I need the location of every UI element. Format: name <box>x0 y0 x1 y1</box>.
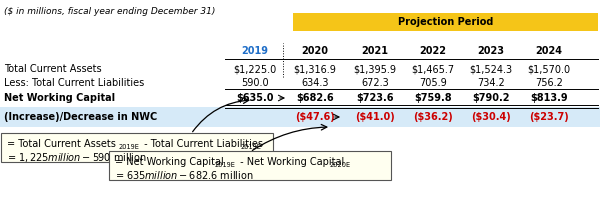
Text: 2019E: 2019E <box>119 144 140 150</box>
Text: 672.3: 672.3 <box>361 78 389 88</box>
Bar <box>293 13 598 31</box>
Text: 705.9: 705.9 <box>419 78 447 88</box>
Text: 634.3: 634.3 <box>301 78 329 88</box>
Text: = Net Working Capital: = Net Working Capital <box>115 157 224 167</box>
Text: Net Working Capital: Net Working Capital <box>4 93 115 103</box>
Text: 2024: 2024 <box>536 46 563 56</box>
Text: 2019: 2019 <box>241 46 269 56</box>
Text: 734.2: 734.2 <box>477 78 505 88</box>
Text: $1,225.0: $1,225.0 <box>233 64 277 74</box>
Text: 2020E: 2020E <box>330 162 351 168</box>
Text: $1,395.9: $1,395.9 <box>353 64 397 74</box>
Text: - Total Current Liabilities: - Total Current Liabilities <box>141 139 263 149</box>
Text: ($41.0): ($41.0) <box>355 112 395 122</box>
Text: 2019E: 2019E <box>241 144 262 150</box>
Text: = Total Current Assets: = Total Current Assets <box>7 139 116 149</box>
Bar <box>0 107 600 127</box>
Text: 2019E: 2019E <box>215 162 236 168</box>
FancyBboxPatch shape <box>1 133 273 162</box>
Text: ($ in millions, fiscal year ending December 31): ($ in millions, fiscal year ending Decem… <box>4 7 215 16</box>
Text: ($30.4): ($30.4) <box>471 112 511 122</box>
FancyBboxPatch shape <box>109 151 391 180</box>
Text: $635.0: $635.0 <box>236 93 274 103</box>
Text: = $635 million - $682.6 million: = $635 million - $682.6 million <box>115 169 254 181</box>
Text: $759.8: $759.8 <box>414 93 452 103</box>
Text: ($47.6): ($47.6) <box>295 112 335 122</box>
Text: 756.2: 756.2 <box>535 78 563 88</box>
Text: Projection Period: Projection Period <box>398 17 493 27</box>
Text: $1,465.7: $1,465.7 <box>412 64 455 74</box>
Text: $1,524.3: $1,524.3 <box>469 64 512 74</box>
Text: $813.9: $813.9 <box>530 93 568 103</box>
Text: $723.6: $723.6 <box>356 93 394 103</box>
Text: = $1,225 million - $590 million: = $1,225 million - $590 million <box>7 150 147 164</box>
Text: 2023: 2023 <box>478 46 505 56</box>
Text: 2021: 2021 <box>361 46 389 56</box>
Text: Total Current Assets: Total Current Assets <box>4 64 101 74</box>
Text: 2020: 2020 <box>302 46 329 56</box>
Text: (Increase)/Decrease in NWC: (Increase)/Decrease in NWC <box>4 112 157 122</box>
Text: 2022: 2022 <box>419 46 446 56</box>
Text: $682.6: $682.6 <box>296 93 334 103</box>
Text: $1,570.0: $1,570.0 <box>527 64 571 74</box>
Text: Less: Total Current Liabilities: Less: Total Current Liabilities <box>4 78 144 88</box>
Text: $1,316.9: $1,316.9 <box>293 64 337 74</box>
Text: ($23.7): ($23.7) <box>529 112 569 122</box>
Text: $790.2: $790.2 <box>472 93 510 103</box>
Text: - Net Working Capital: - Net Working Capital <box>237 157 344 167</box>
Text: 590.0: 590.0 <box>241 78 269 88</box>
Text: ($36.2): ($36.2) <box>413 112 453 122</box>
